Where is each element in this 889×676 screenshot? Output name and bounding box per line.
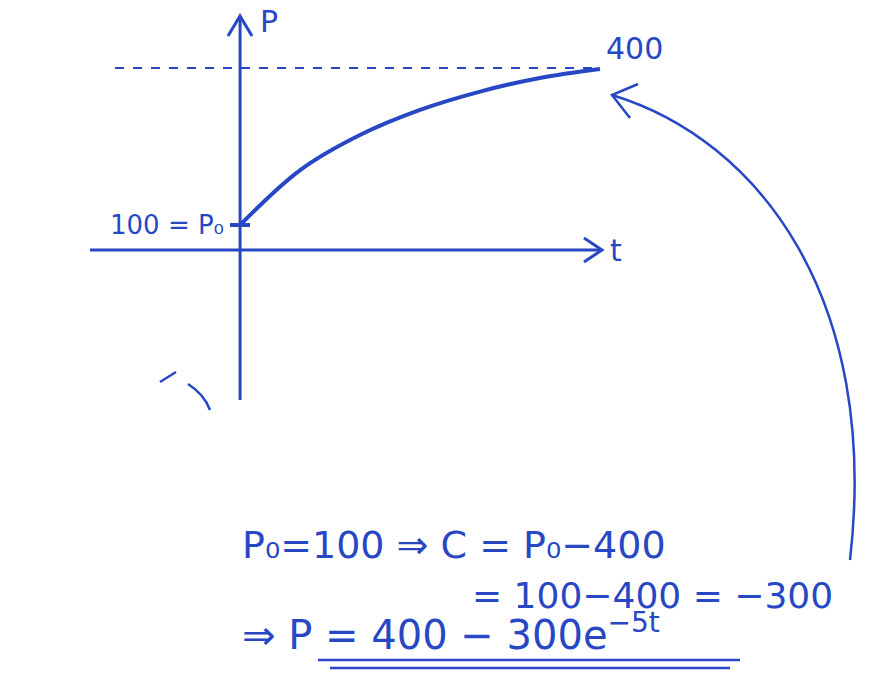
- svg-text:= 100−400 = −300: = 100−400 = −300: [472, 575, 833, 616]
- svg-text:P₀=100 ⇒ C = P₀−400: P₀=100 ⇒ C = P₀−400: [242, 523, 666, 567]
- svg-text:t: t: [610, 233, 622, 268]
- svg-text:100 = P₀: 100 = P₀: [110, 210, 224, 240]
- svg-text:⇒ P = 400 − 300e​−5t​: ⇒ P = 400 − 300e​−5t​: [242, 606, 660, 658]
- svg-text:400: 400: [606, 31, 663, 66]
- svg-text:P: P: [260, 4, 278, 39]
